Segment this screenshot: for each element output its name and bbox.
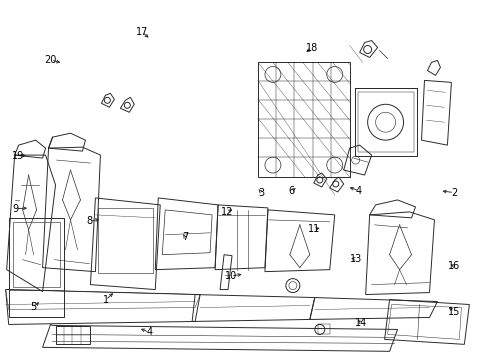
Text: 8: 8 [86, 216, 92, 226]
Text: 17: 17 [136, 27, 148, 37]
Text: 3: 3 [258, 188, 264, 198]
Text: 1: 1 [102, 295, 108, 305]
Bar [9, 218, 63, 318]
Text: 5: 5 [30, 302, 37, 312]
Text: 13: 13 [349, 254, 361, 264]
Text: 14: 14 [355, 319, 367, 328]
Text: 18: 18 [305, 43, 317, 53]
Text: 4: 4 [355, 186, 362, 196]
Bar [317, 324, 329, 334]
Text: 16: 16 [447, 261, 459, 271]
Bar [13, 222, 60, 287]
Bar [357, 92, 413, 152]
Text: 11: 11 [307, 225, 319, 234]
Bar [98, 208, 153, 273]
Text: 9: 9 [12, 204, 19, 214]
Text: 7: 7 [182, 232, 188, 242]
Bar [56, 327, 90, 345]
Text: 2: 2 [450, 188, 456, 198]
Text: 6: 6 [288, 186, 294, 196]
Text: 4: 4 [146, 327, 152, 337]
Text: 10: 10 [224, 271, 237, 281]
Text: 12: 12 [221, 207, 233, 217]
Text: 19: 19 [12, 150, 24, 161]
Text: 20: 20 [44, 55, 57, 65]
Bar [354, 88, 416, 156]
Text: 15: 15 [447, 307, 459, 317]
